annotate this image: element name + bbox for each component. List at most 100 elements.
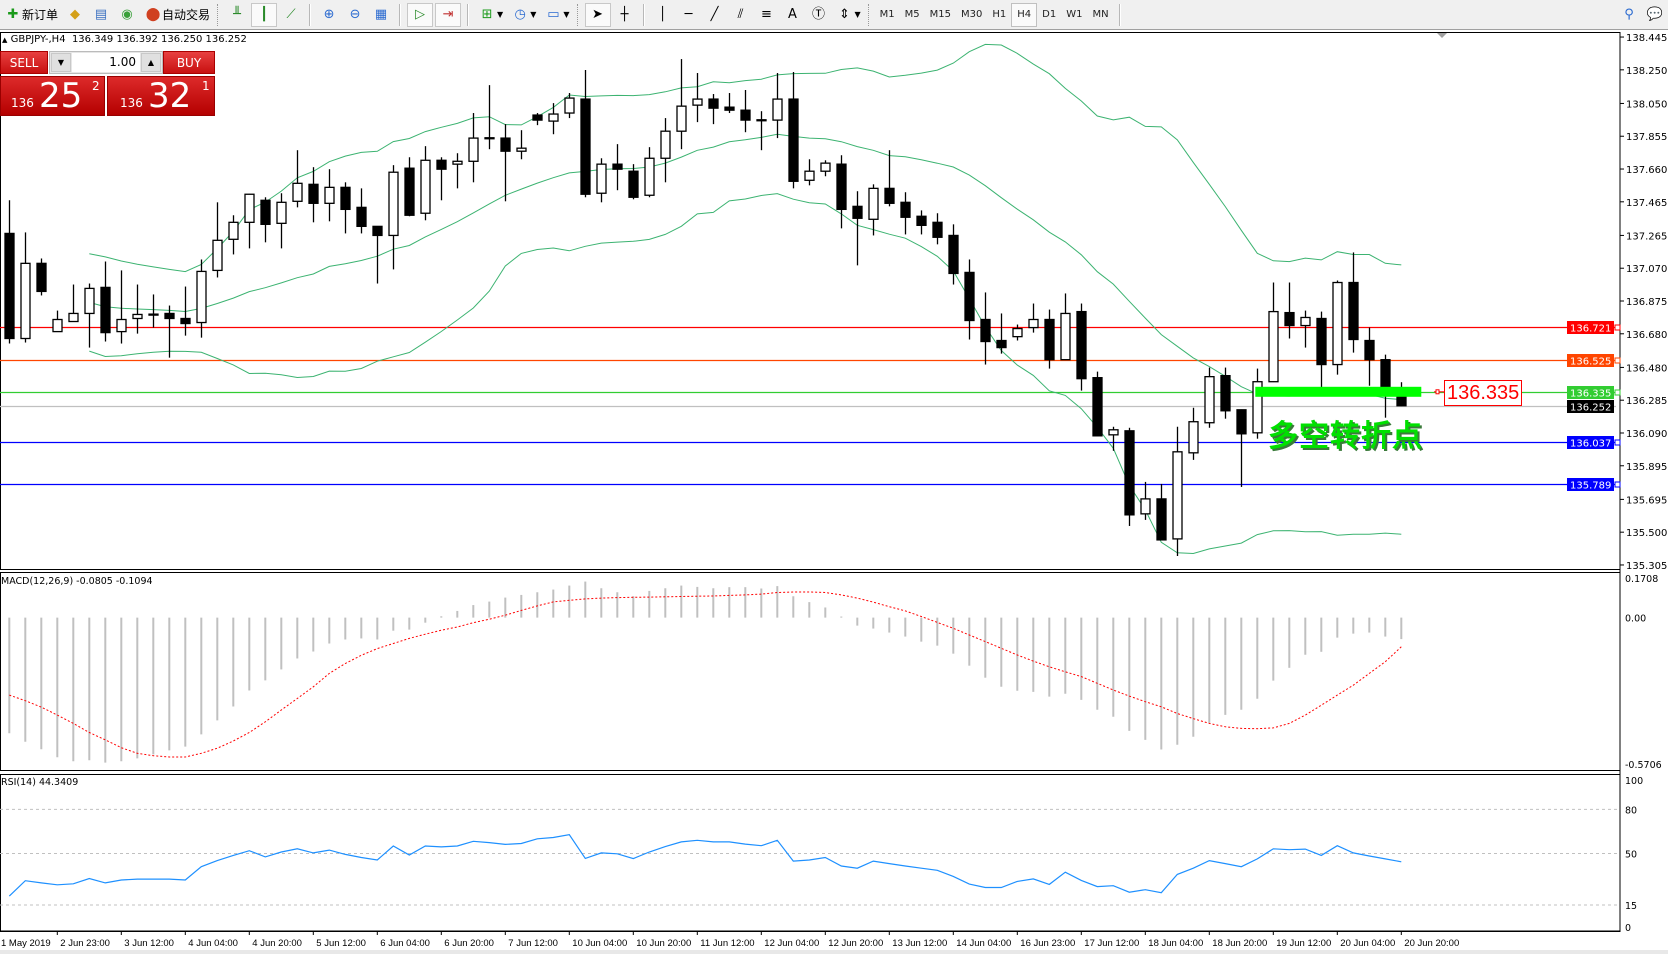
timeframe-w1[interactable]: W1	[1066, 9, 1083, 20]
chart-shift-button[interactable]: ⇥	[435, 2, 462, 27]
candle-body	[276, 201, 287, 224]
arrows-dropdown[interactable]: ⇕ ▼	[833, 3, 864, 27]
collapse-triangle-icon[interactable]: ▲	[2, 36, 8, 44]
zoom-in-button[interactable]: ⊕	[317, 3, 341, 27]
ohlc-values: 136.349 136.392 136.250 136.252	[71, 34, 247, 45]
candle-bullish	[1204, 367, 1215, 428]
candle-bullish	[1172, 426, 1183, 557]
cursor-icon: ➤	[592, 6, 603, 22]
crosshair-button[interactable]: ┼	[613, 3, 637, 27]
candle-bullish	[516, 130, 527, 160]
turning-point-annotation[interactable]: 多空转折点	[1268, 419, 1423, 454]
candle-bullish	[84, 283, 95, 348]
candle-body	[804, 170, 815, 181]
timeframe-h1[interactable]: H1	[992, 9, 1007, 20]
candle-body	[1220, 375, 1231, 412]
periods-dropdown[interactable]: ◷ ▼	[508, 3, 539, 27]
indicators-dropdown[interactable]: ⊞ ▼	[475, 3, 506, 27]
candle-bullish	[1332, 280, 1343, 375]
candle-bullish	[420, 146, 431, 221]
auto-scroll-button[interactable]: ▷	[407, 2, 434, 27]
line-chart-button[interactable]: ⟋	[279, 3, 303, 27]
search-icon: ⚲	[1624, 6, 1634, 22]
horizontal-line-button[interactable]: ─	[677, 3, 701, 27]
bar-chart-button[interactable]: ╨	[225, 3, 249, 27]
candle-body	[916, 215, 927, 226]
timeframe-mn[interactable]: MN	[1092, 9, 1109, 20]
tile-windows-icon: ▦	[374, 6, 388, 22]
timeframe-m1[interactable]: M1	[879, 9, 895, 20]
price-tick-label: 135.500	[1626, 528, 1667, 539]
equidistant-channel-button[interactable]: ⫽	[729, 3, 753, 27]
candle-bearish	[4, 200, 15, 344]
sell-price[interactable]: 136 25 2	[0, 76, 105, 116]
chevron-down-icon: ▼	[563, 10, 570, 19]
candle-bearish	[1316, 311, 1327, 388]
candle-body	[20, 262, 31, 340]
trendline-button[interactable]: ╱	[703, 3, 727, 27]
buy-button[interactable]: BUY	[163, 51, 215, 74]
candle-bearish	[100, 261, 111, 342]
candle-body	[788, 98, 799, 182]
turning-point-price-label[interactable]: 136.335	[1444, 380, 1523, 406]
templates-dropdown[interactable]: ▭ ▼	[541, 3, 572, 27]
candle-body	[228, 221, 239, 240]
buy-price[interactable]: 136 32 1	[107, 76, 215, 116]
candlestick-button[interactable]: ┃	[251, 2, 278, 27]
lot-size-input[interactable]: 1.00	[72, 53, 140, 72]
time-tick-label: 4 Jun 20:00	[252, 938, 302, 949]
level-anchor-icon	[1614, 357, 1621, 364]
candle-body	[708, 98, 719, 109]
candle-bullish	[548, 103, 559, 135]
level-anchor-icon	[1614, 324, 1621, 331]
price-level-tag-label: 136.252	[1570, 403, 1611, 414]
terminal-button[interactable]: ▤	[89, 3, 113, 27]
buy-label: BUY	[176, 55, 202, 70]
lot-size-stepper[interactable]: ▼ 1.00 ▲	[49, 51, 163, 74]
search-button[interactable]: ⚲	[1617, 3, 1641, 27]
candle-bearish	[1076, 303, 1087, 391]
fibonacci-button[interactable]: ≡	[755, 3, 779, 27]
chat-button[interactable]: 💬	[1643, 3, 1667, 27]
new-order-button[interactable]: ✚ 新订单	[1, 3, 61, 27]
candle-bearish	[1092, 371, 1103, 437]
fibonacci-icon: ≡	[761, 6, 772, 22]
toolbar-grip[interactable]	[217, 3, 221, 26]
candle-bullish	[196, 259, 207, 338]
candle-body	[1300, 316, 1311, 327]
candle-bearish	[372, 225, 383, 284]
vertical-line-button[interactable]: │	[651, 3, 675, 27]
zoom-out-button[interactable]: ⊖	[343, 3, 367, 27]
toolbar-grip[interactable]	[867, 3, 872, 26]
price-tick-label: 135.895	[1626, 462, 1667, 473]
tile-windows-button[interactable]: ▦	[369, 3, 393, 27]
timeframe-m5[interactable]: M5	[904, 9, 920, 20]
timeframe-h4[interactable]: H4	[1011, 2, 1038, 27]
toolbar-grip[interactable]	[576, 3, 581, 26]
sell-button[interactable]: SELL	[0, 51, 48, 74]
timeframe-m30[interactable]: M30	[961, 9, 983, 20]
lot-increase-button[interactable]: ▲	[141, 53, 161, 72]
timeframe-m15[interactable]: M15	[929, 9, 952, 20]
candle-body	[1076, 310, 1087, 380]
auto-trading-button[interactable]: ⬤ 自动交易	[141, 3, 213, 27]
cursor-button[interactable]: ➤	[584, 2, 611, 27]
macd-axis-label: 0.00	[1625, 614, 1646, 625]
macd-label: MACD(12,26,9) -0.0805 -0.1094	[1, 576, 153, 587]
candle-bullish	[772, 73, 783, 139]
candle-body	[1108, 429, 1119, 436]
level-anchor-icon	[1614, 439, 1621, 446]
candle-bullish	[388, 165, 399, 270]
zoom-in-icon: ⊕	[323, 6, 335, 22]
price-tick-label: 136.285	[1626, 396, 1667, 407]
text-button[interactable]: A	[781, 3, 805, 27]
gold-button[interactable]: ◆	[63, 3, 87, 27]
lot-decrease-button[interactable]: ▼	[51, 53, 71, 72]
candle-body	[644, 157, 655, 196]
signals-button[interactable]: ◉	[115, 3, 139, 27]
price-tick-label: 136.875	[1626, 297, 1667, 308]
candle-body	[180, 317, 191, 325]
timeframe-d1[interactable]: D1	[1042, 9, 1057, 20]
text-label-button[interactable]: Ⓣ	[807, 3, 831, 27]
